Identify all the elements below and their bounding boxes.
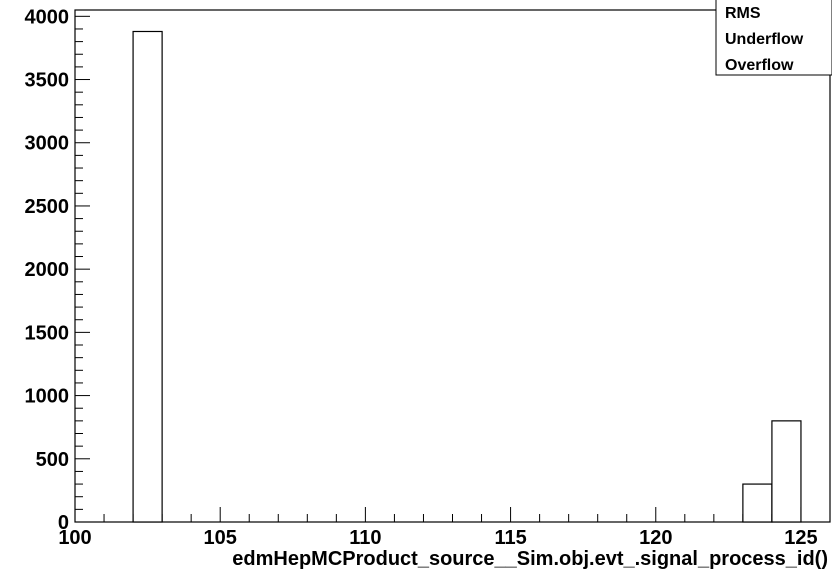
x-tick-label-0: 100 (58, 527, 91, 549)
y-tick-label-2: 1000 (25, 386, 70, 408)
x-tick-label-5: 125 (784, 527, 817, 549)
y-axis: 0 500 1000 1500 2000 2500 3000 3500 4000 (25, 6, 90, 534)
stats-box-frame (715, 0, 832, 76)
histogram-bar-2 (771, 420, 802, 523)
y-tick-label-4: 2000 (25, 259, 70, 281)
y-tick-label-3: 1500 (25, 322, 70, 344)
stats-box: RMS Underflow Overflow (715, 0, 832, 76)
x-tick-label-3: 115 (494, 527, 526, 549)
stats-label-underflow: Underflow (725, 31, 804, 48)
y-tick-label-6: 3000 (25, 133, 70, 155)
x-tick-label-4: 120 (639, 527, 672, 549)
x-tick-label-2: 110 (349, 527, 381, 549)
histogram-bars (132, 30, 802, 523)
histogram-bar-0 (132, 30, 163, 523)
y-tick-label-5: 2500 (25, 196, 70, 218)
histogram-bar-1 (742, 483, 773, 523)
stats-label-rms: RMS (725, 5, 761, 22)
y-tick-label-7: 3500 (25, 70, 70, 92)
y-tick-label-8: 4000 (25, 6, 70, 28)
y-tick-label-0: 0 (58, 512, 69, 534)
x-tick-label-1: 105 (204, 527, 237, 549)
x-axis: 100 105 110 115 120 125 (58, 507, 831, 549)
y-tick-label-1: 500 (36, 449, 69, 471)
x-axis-title: edmHepMCProduct_source__Sim.obj.evt_.sig… (232, 548, 828, 570)
stats-label-overflow: Overflow (725, 57, 794, 74)
plot-frame (74, 9, 831, 523)
